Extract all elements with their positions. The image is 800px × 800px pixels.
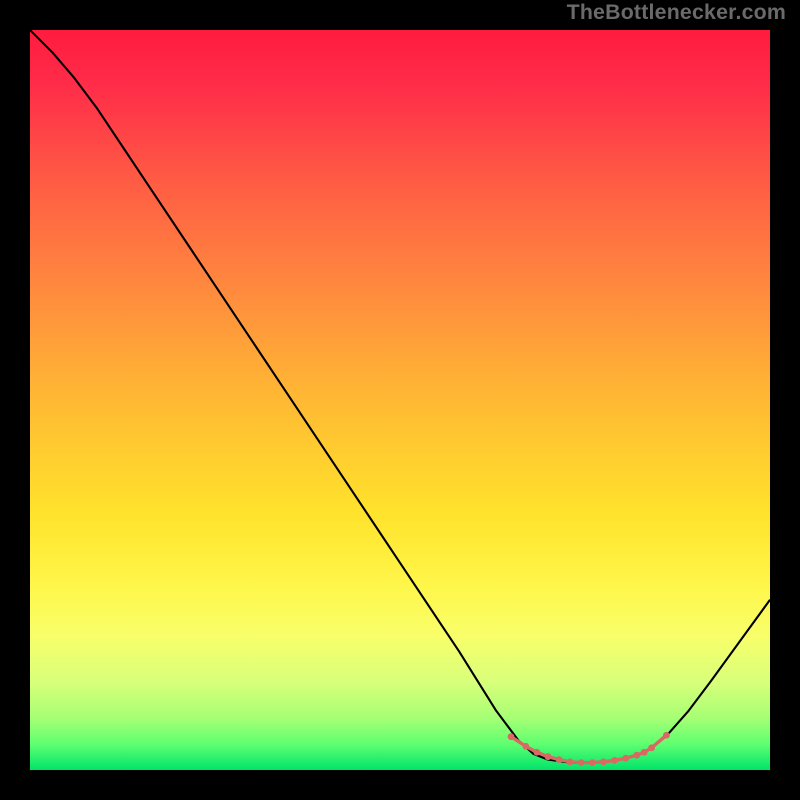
optimal-marker — [567, 758, 574, 765]
optimal-marker — [622, 755, 629, 762]
optimal-marker — [648, 744, 655, 751]
plot-svg — [0, 0, 800, 800]
optimal-marker — [522, 743, 529, 750]
optimal-marker — [545, 753, 552, 760]
optimal-marker — [589, 759, 596, 766]
optimal-marker — [600, 758, 607, 765]
optimal-marker — [578, 759, 585, 766]
optimal-marker — [641, 749, 648, 756]
optimal-marker — [663, 732, 670, 739]
optimal-marker — [556, 756, 563, 763]
gradient-background — [30, 30, 770, 770]
optimal-marker — [611, 757, 618, 764]
optimal-marker — [534, 749, 541, 756]
watermark-label: TheBottlenecker.com — [567, 0, 786, 25]
optimal-marker — [508, 733, 515, 740]
chart-canvas: TheBottlenecker.com — [0, 0, 800, 800]
optimal-marker — [633, 752, 640, 759]
